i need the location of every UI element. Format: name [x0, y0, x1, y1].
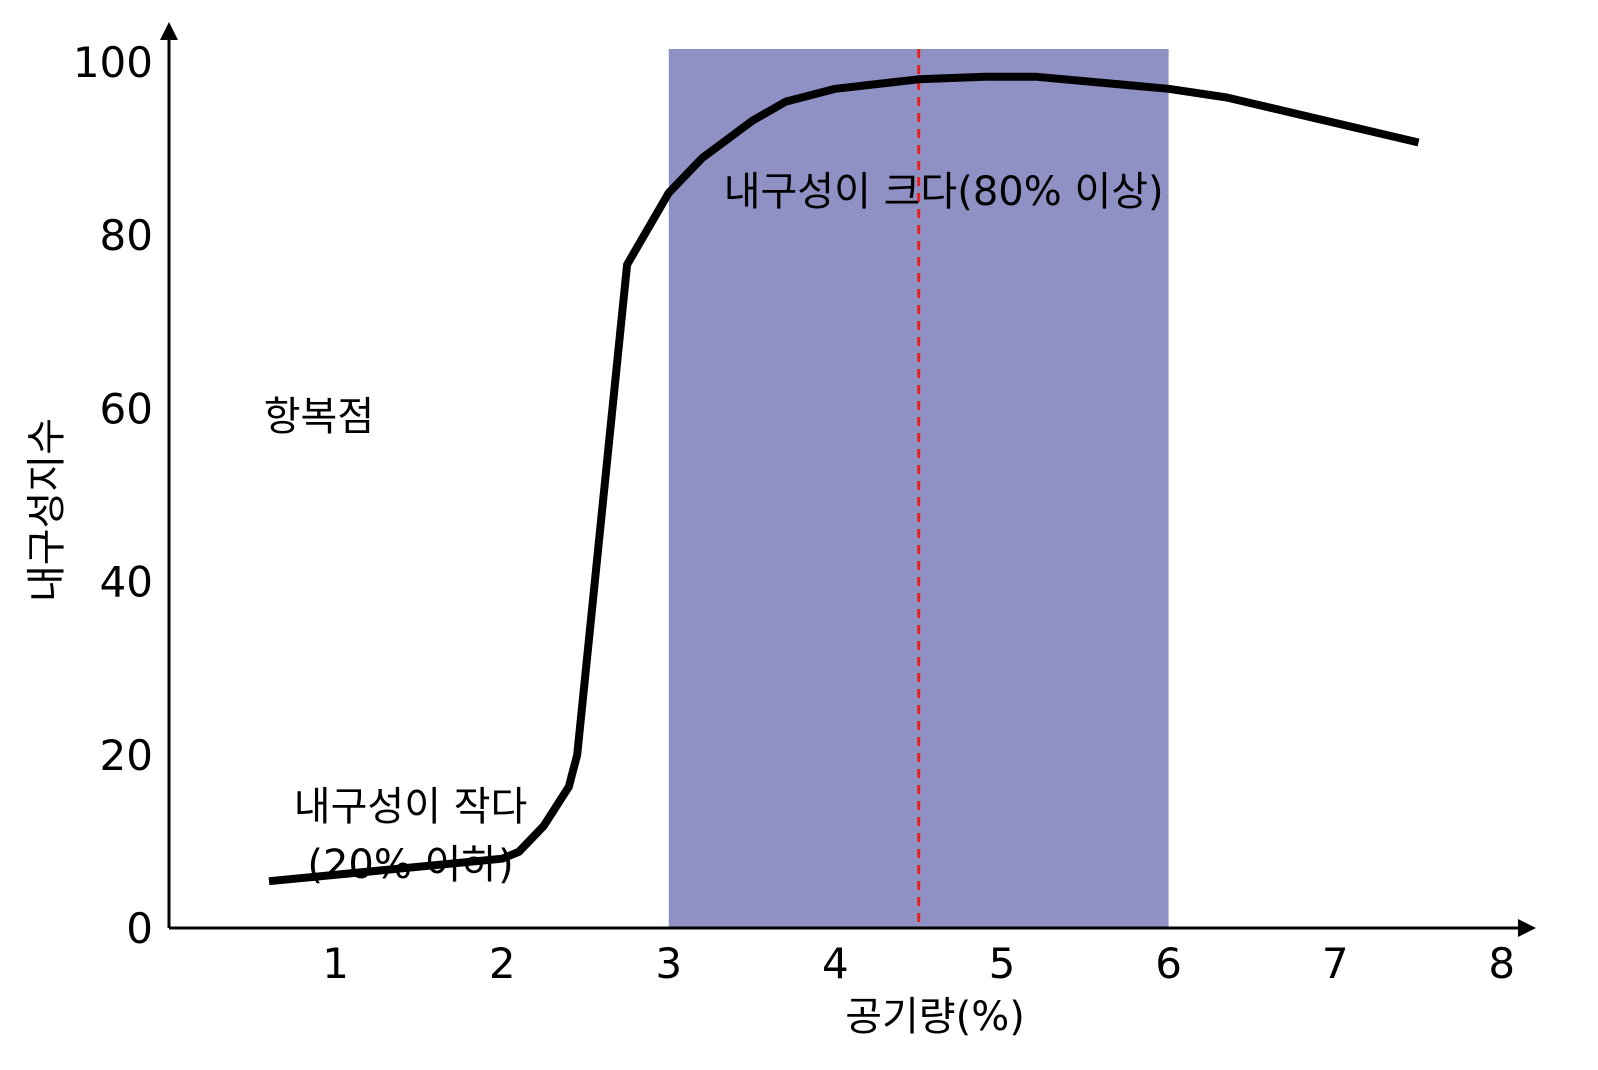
y-tick-label: 40: [100, 558, 153, 607]
annotation-text: 항복점: [264, 394, 374, 440]
x-tick-label: 3: [655, 939, 682, 988]
x-axis-title: 공기량(%): [845, 994, 1025, 1040]
x-tick-label: 5: [989, 939, 1016, 988]
annotation-text: 내구성이 작다: [294, 784, 528, 830]
series-line: [268, 72, 1420, 886]
x-tick-label: 1: [322, 939, 349, 988]
axes: [160, 22, 1536, 937]
y-tick-label: 80: [100, 211, 153, 260]
x-axis-arrow: [1518, 919, 1536, 937]
y-tick-label: 20: [100, 731, 153, 780]
y-axis-title: 내구성지수: [24, 418, 70, 602]
y-tick-label: 60: [100, 384, 153, 433]
x-tick-label: 8: [1488, 939, 1515, 988]
y-axis-arrow: [160, 22, 178, 40]
x-tick-label: 6: [1155, 939, 1182, 988]
x-tick-label: 7: [1322, 939, 1349, 988]
x-tick-label: 2: [489, 939, 516, 988]
y-tick-label: 0: [126, 904, 153, 953]
x-tick-label: 4: [822, 939, 849, 988]
annotation-text: (20% 이하): [307, 842, 513, 888]
annotation-text: 내구성이 크다(80% 이상): [724, 169, 1164, 215]
series-layer: [268, 72, 1420, 886]
y-tick-label: 100: [73, 38, 153, 87]
